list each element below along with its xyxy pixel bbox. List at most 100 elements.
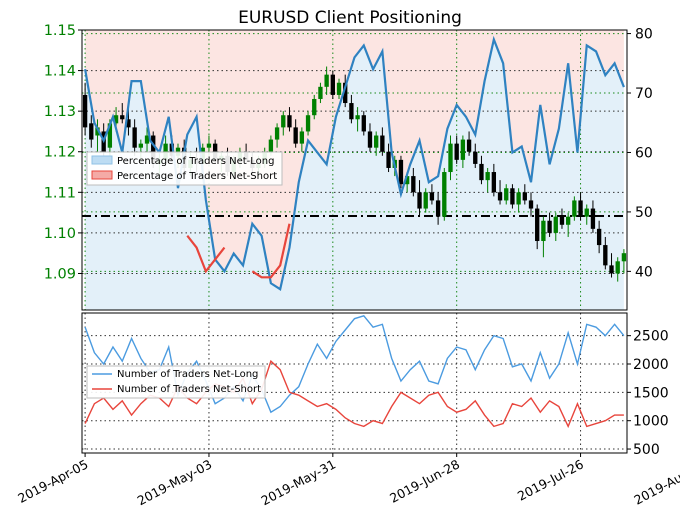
candle-body [206,143,212,148]
candle-body [565,216,571,225]
candle-body [584,208,589,217]
candle-body [324,74,329,87]
candle-body [336,82,342,95]
candle-body [615,261,620,274]
candle-body [429,192,435,201]
count-tick-label: 500 [633,442,660,458]
candle-body [541,220,546,242]
price-panel-frame [81,29,628,311]
count-tick-label: 2000 [633,357,669,373]
candle-body [572,200,577,217]
sentiment-shading [85,30,624,310]
candle-body [590,208,596,229]
candle-body [497,192,503,201]
candle-body [516,192,521,205]
candle-body [82,94,88,128]
candle-body [349,103,354,120]
percentage-legend: Percentage of Traders Net-Long Percentag… [86,151,283,186]
candle-body [281,115,286,128]
net-short-percentage-line [186,235,226,274]
price-tick-label: 1.13 [44,104,76,120]
date-tick-label: 2019-Jun-28 [387,456,462,505]
price-tick-label: 1.09 [44,266,76,282]
net-short-legend-label: Percentage of Traders Net-Short [117,171,277,182]
count-legend: Number of Traders Net-Long Number of Tra… [86,365,266,399]
price-tick-label: 1.11 [44,185,76,201]
candle-body [609,265,614,274]
count-tick-label: 1000 [633,414,669,430]
percentage-tick-label: 40 [635,264,653,280]
count-panel-frame [81,312,628,454]
candle-body [454,143,459,160]
percentage-tick-label: 50 [635,205,653,221]
candle-body [442,172,447,217]
candle-body [460,139,466,160]
candle-body [151,135,156,164]
candle-body [132,127,137,148]
date-tick-label: 2019-Aug-23 [631,456,680,507]
candle-body [113,115,119,124]
candle-body [305,115,311,132]
candle-body [578,200,583,217]
candle-body [293,127,298,144]
candle-body [361,115,366,132]
percentage-tick-label: 70 [635,86,653,102]
percentage-legend-box [86,151,283,186]
candle-body [380,135,385,152]
candle-body [528,200,534,209]
date-tick-label: 2019-Apr-05 [15,456,90,506]
candle-body [274,127,280,140]
date-tick-label: 2019-May-03 [135,456,215,508]
price-axis: 1.09 1.10 1.11 1.12 1.13 1.14 1.15 [44,23,82,282]
price-panel: 1.09 1.10 1.11 1.12 1.13 1.14 1.15 40 50 60 70 80 [44,23,653,311]
candle-body [596,228,602,246]
candle-body [367,131,373,148]
candle-body [466,139,472,152]
candle-body [553,216,558,233]
candle-body [603,245,608,266]
price-tick-label: 1.14 [44,64,76,80]
net-short-area [85,30,624,290]
price-tick-label: 1.12 [44,145,76,161]
net-long-area [85,39,624,310]
candle-body [299,131,305,144]
date-tick-label: 2019-Jul-26 [515,456,586,503]
candle-body [411,176,416,193]
candle-body [504,188,509,201]
candle-body [107,123,113,148]
candle-body [435,200,441,217]
candle-body [398,159,404,185]
candle-body [386,151,391,168]
count-tick-label: 1500 [633,385,669,401]
candle-body [417,192,422,209]
candle-body [485,172,490,181]
count-axis: 500 1000 1500 2000 2500 [627,329,669,458]
candle-body [138,143,144,148]
candle-body [479,163,484,181]
candle-body [448,143,453,173]
candle-body [423,192,428,209]
candle-body [89,123,94,140]
candle-body [318,86,323,99]
candle-body [510,188,515,205]
chart-title: EURUSD Client Positioning [238,8,462,28]
count-panel: 500 1000 1500 2000 2500 2019-Apr-05 2019-May-… [15,312,680,508]
count-short-legend-label: Number of Traders Net-Short [117,384,261,395]
candle-body [169,143,174,156]
candle-body [522,192,527,201]
candle-body [473,151,478,164]
net-long-swatch [91,155,113,165]
candle-body [287,115,292,128]
candle-body [95,127,100,136]
price-tick-label: 1.10 [44,226,76,242]
candle-body [343,82,348,104]
count-tick-label: 2500 [633,329,669,345]
candle-body [535,208,540,242]
date-axis: 2019-Apr-05 2019-May-03 2019-May-31 2019-Ju… [15,453,680,508]
candle-body [491,172,497,193]
candle-body [144,135,150,144]
date-tick-label: 2019-May-31 [258,456,338,508]
candle-body [120,115,125,120]
price-tick-label: 1.15 [44,23,76,39]
